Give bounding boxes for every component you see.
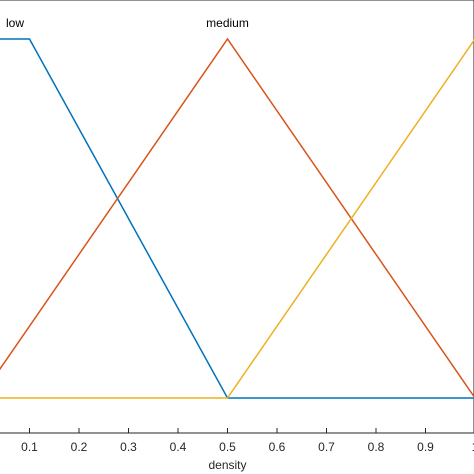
series-line-low (0, 38, 474, 399)
x-tick-label: 0.1 (21, 440, 38, 454)
x-tick-label: 0.6 (269, 440, 286, 454)
x-axis: 00.10.20.30.40.50.60.70.80.91 (21, 428, 474, 454)
series-label-medium: medium (206, 16, 249, 30)
x-tick-label: 0.4 (170, 440, 187, 454)
series-line-series-3 (0, 39, 474, 399)
x-tick-label: 0.5 (219, 440, 236, 454)
x-tick-label: 0.2 (71, 440, 88, 454)
x-axis-label: density (208, 458, 246, 472)
series-label-low: low (6, 16, 24, 30)
series-line-medium (0, 37, 474, 398)
x-tick-label: 1 (472, 440, 474, 454)
x-tick-label: 0.7 (318, 440, 335, 454)
axes-frame (0, 0, 474, 434)
x-tick-label: 0.9 (417, 440, 434, 454)
plot-area: low medium (0, 0, 474, 434)
x-tick-label: 0.8 (368, 440, 385, 454)
x-tick-label: 0.3 (120, 440, 137, 454)
